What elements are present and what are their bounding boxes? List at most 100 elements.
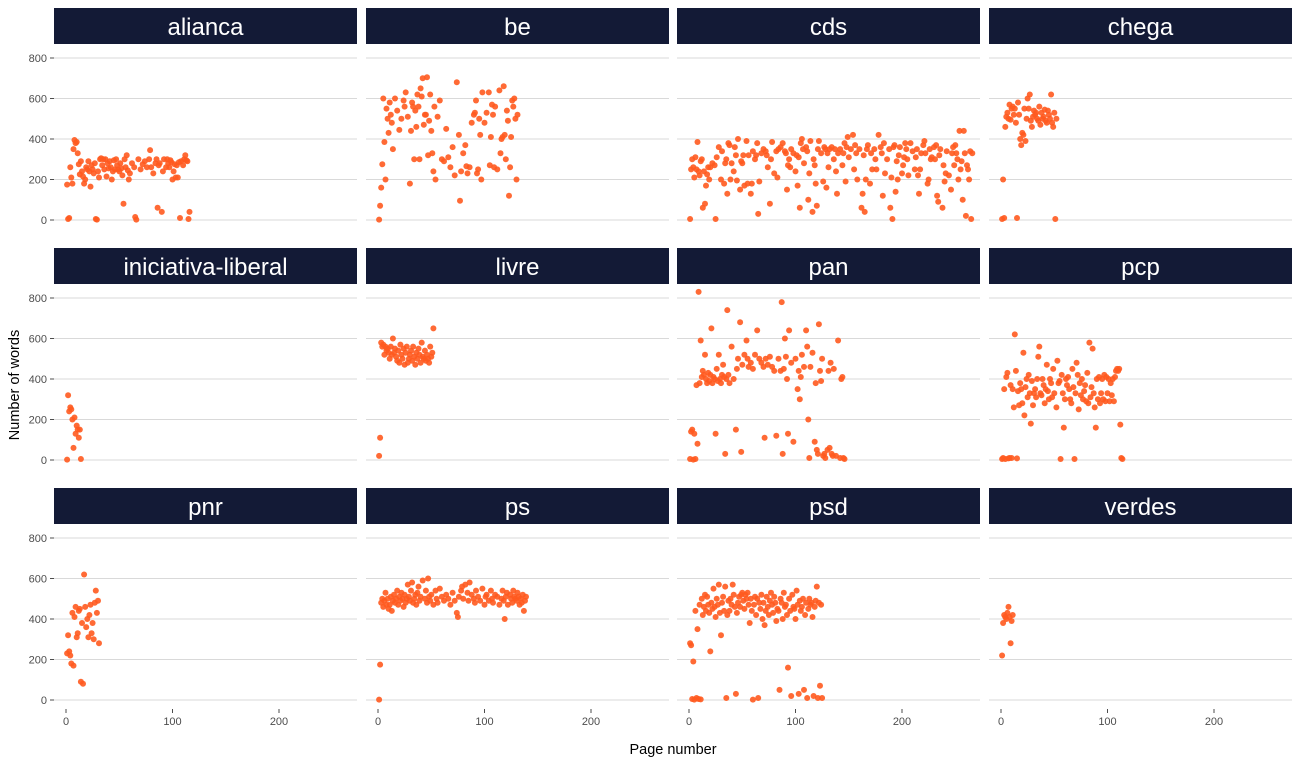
data-point xyxy=(779,140,786,147)
data-point xyxy=(154,204,161,211)
data-point xyxy=(860,152,867,159)
x-tick-label: 0 xyxy=(375,716,381,728)
data-point xyxy=(1004,369,1011,376)
data-point xyxy=(732,690,739,697)
data-point xyxy=(1004,109,1011,116)
y-tick-label: 800 xyxy=(29,533,47,545)
data-point xyxy=(487,587,494,594)
data-point xyxy=(732,152,739,159)
data-point xyxy=(814,695,821,701)
x-tick-label: 100 xyxy=(1098,716,1116,728)
data-point xyxy=(388,119,395,126)
data-point xyxy=(867,180,873,187)
data-point xyxy=(64,456,71,463)
data-point xyxy=(694,626,701,633)
data-point xyxy=(696,172,703,179)
data-point xyxy=(712,614,719,620)
data-point xyxy=(727,595,734,602)
data-point xyxy=(763,593,770,600)
x-axis-title: Page number xyxy=(629,742,716,758)
data-point xyxy=(759,616,766,622)
data-point xyxy=(1072,390,1079,397)
data-point xyxy=(778,299,785,306)
data-point xyxy=(715,351,722,358)
data-point xyxy=(812,180,819,187)
data-point xyxy=(177,215,183,221)
data-point xyxy=(965,166,971,173)
data-point xyxy=(1044,388,1051,395)
data-point xyxy=(65,392,72,399)
facet-strip xyxy=(366,248,669,284)
data-point xyxy=(1001,215,1008,221)
data-point xyxy=(839,374,846,380)
data-point xyxy=(158,208,165,215)
data-point xyxy=(962,212,969,219)
data-point xyxy=(696,380,703,387)
data-point xyxy=(460,595,467,602)
data-point xyxy=(479,89,486,96)
data-point xyxy=(889,216,896,222)
data-point xyxy=(395,347,402,354)
data-point xyxy=(887,204,894,211)
data-point xyxy=(888,174,895,181)
data-point xyxy=(835,337,842,344)
data-point xyxy=(746,620,753,626)
data-point xyxy=(798,136,805,142)
data-point xyxy=(691,174,698,181)
data-point xyxy=(758,591,765,598)
data-point xyxy=(477,131,484,138)
data-point xyxy=(760,599,767,606)
data-point xyxy=(1048,380,1055,387)
data-point xyxy=(912,154,919,161)
data-point xyxy=(815,138,822,144)
data-point xyxy=(737,319,744,326)
data-point xyxy=(796,204,803,211)
data-point xyxy=(877,144,884,151)
data-point xyxy=(1034,376,1041,382)
data-point xyxy=(744,180,751,187)
data-point xyxy=(66,215,73,221)
facet-panel-chega: chega xyxy=(989,8,1292,222)
data-point xyxy=(723,695,730,701)
data-point xyxy=(737,186,744,193)
data-point xyxy=(427,343,434,350)
data-point xyxy=(879,192,886,199)
data-point xyxy=(782,353,789,360)
x-tick-label: 0 xyxy=(686,716,692,728)
data-point xyxy=(871,146,878,153)
data-point xyxy=(503,107,510,114)
y-tick-label: 600 xyxy=(29,334,47,346)
facet-strip-label: ps xyxy=(505,494,530,521)
data-point xyxy=(814,450,821,457)
data-point xyxy=(1070,384,1077,391)
data-point xyxy=(804,343,811,350)
data-point xyxy=(755,695,762,701)
data-point xyxy=(706,609,713,616)
data-point xyxy=(451,172,458,179)
data-point xyxy=(802,612,809,618)
data-point xyxy=(386,601,393,608)
data-point xyxy=(936,152,943,159)
data-point xyxy=(414,589,421,596)
data-point xyxy=(91,160,98,167)
data-point xyxy=(694,139,701,145)
data-point xyxy=(818,150,825,157)
data-point xyxy=(481,119,488,126)
data-point xyxy=(466,579,473,586)
data-point xyxy=(740,152,747,159)
data-point xyxy=(385,129,392,136)
data-point xyxy=(1110,398,1117,405)
data-point xyxy=(417,359,424,366)
data-point xyxy=(1056,378,1063,384)
data-point xyxy=(732,426,739,433)
data-point xyxy=(492,103,499,110)
data-point xyxy=(150,170,157,177)
data-point xyxy=(922,150,929,157)
data-point xyxy=(969,150,976,157)
x-tick-label: 200 xyxy=(1205,716,1223,728)
data-point xyxy=(415,583,422,590)
data-point xyxy=(513,176,520,183)
data-point xyxy=(692,154,699,161)
data-point xyxy=(501,131,508,138)
data-point xyxy=(859,190,866,197)
